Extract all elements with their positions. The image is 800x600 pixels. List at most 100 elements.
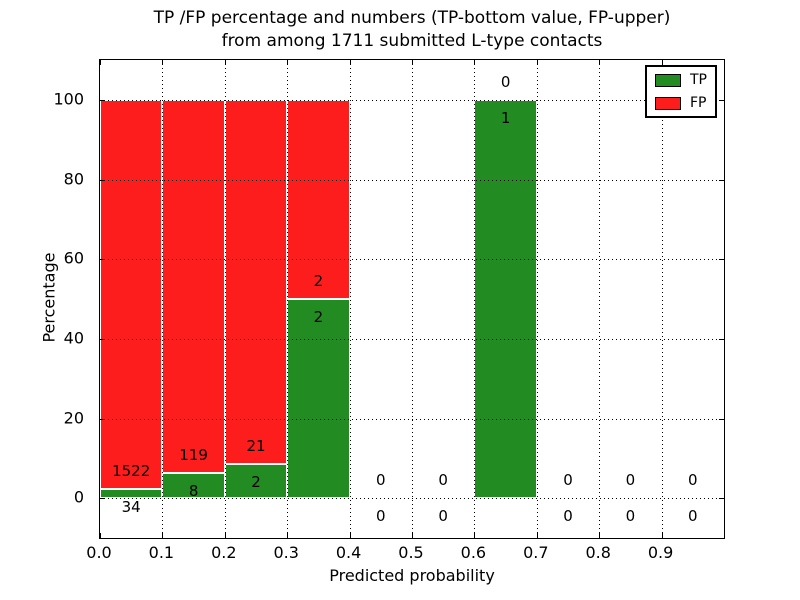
fp-count-label: 0 bbox=[500, 72, 511, 91]
y-tick-label: 80 bbox=[63, 169, 84, 188]
fp-count-label: 119 bbox=[179, 446, 208, 465]
y-tick-mark bbox=[100, 338, 105, 340]
x-tick-mark-top bbox=[287, 60, 289, 65]
x-gridline bbox=[661, 60, 663, 538]
plot-area: 1522 34 119 8 21 2 2 2 0 0 0 0 0 1 0 0 0 0 0 0 TP FP bbox=[99, 59, 725, 539]
y-tick-mark bbox=[100, 99, 105, 101]
bar-segment-tp bbox=[100, 489, 163, 499]
fp-legend-label: FP bbox=[690, 95, 707, 111]
x-tick-mark-top bbox=[349, 60, 351, 65]
x-tick-mark bbox=[474, 533, 476, 538]
x-gridline bbox=[599, 60, 601, 538]
tp-count-label: 34 bbox=[121, 498, 141, 517]
tp-count-label: 0 bbox=[376, 507, 386, 526]
x-gridline bbox=[349, 60, 351, 538]
x-axis-tick-labels: 0.0 0.1 0.2 0.3 0.4 0.5 0.6 0.7 0.8 0.9 bbox=[86, 543, 725, 563]
y-tick-mark bbox=[100, 418, 105, 420]
y-tick-mark bbox=[100, 179, 105, 181]
x-tick-mark bbox=[162, 533, 164, 538]
y-tick-mark-right bbox=[719, 179, 724, 181]
y-tick-mark bbox=[100, 259, 105, 261]
x-tick-label: 0.6 bbox=[460, 543, 487, 562]
x-gridline bbox=[536, 60, 538, 538]
fp-count-label: 0 bbox=[438, 471, 448, 490]
x-tick-mark-top bbox=[412, 60, 413, 65]
fp-count-label: 0 bbox=[563, 471, 573, 490]
x-tick-mark-top bbox=[224, 60, 226, 65]
chart-title: TP /FP percentage and numbers (TP-bottom… bbox=[99, 7, 725, 53]
tp-count-label: 0 bbox=[688, 507, 698, 526]
x-tick-label: 0.2 bbox=[211, 543, 237, 562]
tp-count-label: 0 bbox=[438, 507, 448, 526]
tp-legend-swatch bbox=[655, 73, 681, 87]
x-tick-label: 0.3 bbox=[273, 543, 299, 562]
x-tick-mark-top bbox=[162, 60, 164, 65]
annotations-layer: 1522 34 119 8 21 2 2 2 0 0 0 0 0 1 0 0 0 0 0 0 bbox=[100, 60, 724, 538]
fp-legend-swatch bbox=[655, 96, 681, 110]
ticks-layer bbox=[100, 60, 724, 538]
legend-item-fp: FP bbox=[655, 96, 707, 110]
y-tick-mark-right bbox=[719, 259, 724, 261]
y-axis-tick-labels: 0 20 40 60 80 100 bbox=[0, 59, 92, 539]
x-tick-mark bbox=[349, 533, 351, 538]
tp-count-label: 2 bbox=[313, 308, 324, 326]
y-axis-label: Percentage bbox=[39, 252, 59, 343]
fp-count-label: 0 bbox=[688, 471, 698, 490]
bar-segment-fp bbox=[287, 99, 350, 299]
x-tick-label: 0.1 bbox=[148, 543, 175, 562]
fp-count-label: 0 bbox=[625, 471, 636, 490]
bar-segment-fp bbox=[100, 99, 163, 490]
grid-layer bbox=[100, 60, 724, 538]
fp-count-label: 21 bbox=[246, 436, 266, 455]
fp-count-label: 1522 bbox=[112, 462, 151, 481]
bar-segment-fp bbox=[162, 99, 225, 474]
bar-segment-tp bbox=[224, 463, 288, 499]
x-tick-mark-top bbox=[536, 60, 538, 65]
x-tick-mark bbox=[287, 533, 289, 538]
x-axis-label: Predicted probability bbox=[329, 566, 495, 585]
y-tick-mark-right bbox=[719, 418, 724, 420]
x-tick-mark-top bbox=[599, 60, 601, 65]
x-gridline bbox=[224, 60, 226, 538]
legend-item-tp: TP bbox=[655, 73, 707, 87]
tp-legend-label: TP bbox=[690, 72, 707, 88]
tp-count-label: 8 bbox=[188, 482, 199, 501]
x-tick-label: 0.5 bbox=[398, 543, 424, 562]
y-tick-label: 20 bbox=[63, 408, 84, 427]
x-gridline bbox=[287, 60, 289, 538]
bar-segment-tp bbox=[287, 299, 350, 499]
tp-count-label: 2 bbox=[251, 472, 261, 491]
x-tick-label: 0.8 bbox=[585, 543, 611, 562]
x-gridline bbox=[412, 60, 413, 538]
y-tick-label: 0 bbox=[73, 487, 84, 507]
chart-title-line1: TP /FP percentage and numbers (TP-bottom… bbox=[153, 8, 671, 28]
y-tick-mark-right bbox=[719, 498, 724, 500]
tp-count-label: 0 bbox=[563, 507, 573, 526]
x-tick-mark bbox=[224, 533, 226, 538]
x-tick-label: 0.7 bbox=[523, 543, 549, 562]
fp-count-label: 0 bbox=[376, 471, 386, 490]
chart-title-line2: from among 1711 submitted L-type contact… bbox=[221, 31, 603, 51]
y-tick-mark-right bbox=[719, 99, 724, 101]
y-tick-label: 60 bbox=[63, 248, 84, 268]
x-tick-mark-top bbox=[474, 60, 476, 65]
bar-segment-tp bbox=[474, 99, 537, 499]
x-tick-mark-top bbox=[661, 60, 663, 65]
x-tick-label: 0.0 bbox=[86, 543, 112, 562]
x-gridline bbox=[474, 60, 476, 538]
tp-count-label: 0 bbox=[625, 507, 636, 526]
x-tick-mark bbox=[536, 533, 538, 538]
x-tick-mark-top bbox=[100, 60, 101, 65]
y-tick-mark-right bbox=[719, 338, 724, 340]
x-tick-mark bbox=[100, 533, 101, 538]
y-tick-mark bbox=[100, 498, 105, 500]
fp-count-label: 2 bbox=[313, 272, 324, 290]
tp-count-label: 1 bbox=[500, 108, 511, 127]
x-tick-mark bbox=[661, 533, 663, 538]
x-tick-label: 0.4 bbox=[335, 543, 362, 562]
x-tick-mark bbox=[412, 533, 413, 538]
bars-layer bbox=[100, 60, 724, 538]
y-tick-label: 100 bbox=[53, 89, 84, 109]
legend: TP FP bbox=[645, 65, 717, 118]
x-gridline bbox=[162, 60, 164, 538]
